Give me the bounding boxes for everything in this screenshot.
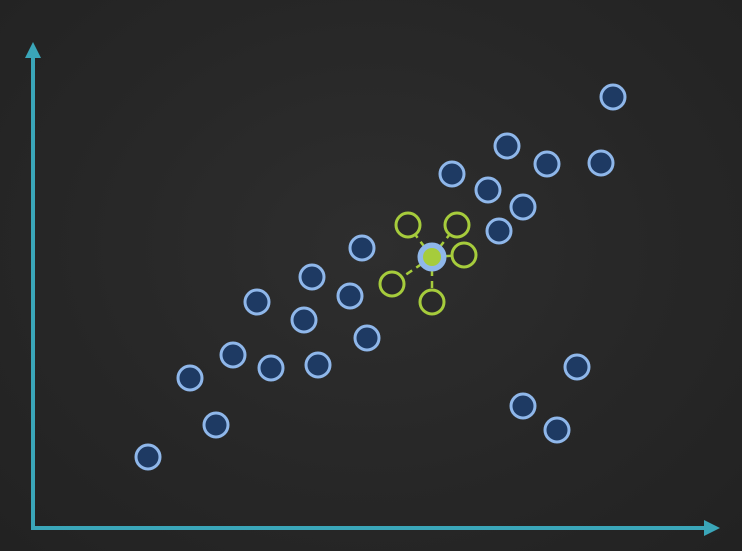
data-point bbox=[601, 85, 625, 109]
data-point bbox=[565, 355, 589, 379]
data-point bbox=[350, 236, 374, 260]
data-point bbox=[511, 394, 535, 418]
data-point bbox=[511, 195, 535, 219]
data-point bbox=[545, 418, 569, 442]
query-point bbox=[423, 248, 441, 266]
data-point bbox=[589, 151, 613, 175]
data-point bbox=[487, 219, 511, 243]
data-point bbox=[476, 178, 500, 202]
data-point bbox=[204, 413, 228, 437]
data-point bbox=[245, 290, 269, 314]
data-point bbox=[178, 366, 202, 390]
neighbor-point bbox=[445, 213, 469, 237]
neighbor-point bbox=[420, 290, 444, 314]
neighbor-point bbox=[380, 272, 404, 296]
query-point-group bbox=[418, 243, 446, 271]
axes bbox=[25, 42, 720, 536]
neighbor-point bbox=[396, 213, 420, 237]
data-point bbox=[355, 326, 379, 350]
y-axis-arrowhead bbox=[25, 42, 41, 58]
data-point bbox=[306, 353, 330, 377]
data-point bbox=[136, 445, 160, 469]
data-point bbox=[221, 343, 245, 367]
data-point bbox=[338, 284, 362, 308]
neighbor-point bbox=[452, 243, 476, 267]
data-point bbox=[300, 265, 324, 289]
data-point bbox=[535, 152, 559, 176]
data-point bbox=[259, 356, 283, 380]
x-axis-arrowhead bbox=[704, 520, 720, 536]
data-point bbox=[440, 162, 464, 186]
data-point bbox=[495, 134, 519, 158]
data-point bbox=[292, 308, 316, 332]
